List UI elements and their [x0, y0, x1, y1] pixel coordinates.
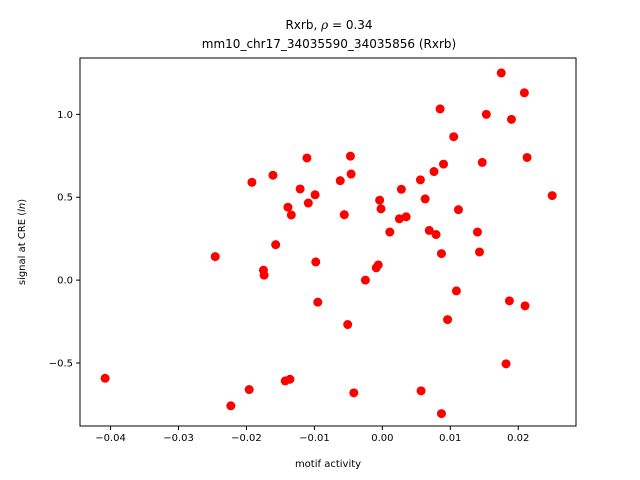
- data-point: [436, 409, 446, 419]
- data-point: [504, 296, 514, 306]
- data-point: [373, 260, 383, 270]
- y-tick-label: 0.5: [57, 193, 73, 204]
- data-point: [375, 195, 385, 205]
- data-point: [285, 374, 295, 384]
- data-point: [420, 194, 430, 204]
- data-point: [310, 190, 320, 200]
- data-point: [313, 297, 323, 307]
- data-point: [416, 386, 426, 396]
- data-point: [435, 104, 445, 114]
- data-point: [311, 257, 321, 267]
- data-point: [210, 252, 220, 262]
- data-point: [346, 169, 356, 179]
- y-tick-label: 1.0: [57, 110, 73, 121]
- data-point: [268, 170, 278, 180]
- data-point: [244, 385, 254, 395]
- data-point: [477, 157, 487, 167]
- data-point: [247, 177, 257, 187]
- y-axis-ticks: −0.5 0.0 0.5 1.0: [49, 110, 80, 370]
- data-point: [415, 175, 425, 185]
- data-point: [286, 210, 296, 220]
- data-point: [335, 176, 345, 186]
- data-point: [547, 191, 557, 201]
- axes-frame: [79, 57, 577, 427]
- data-point: [302, 153, 312, 163]
- data-point: [360, 275, 370, 285]
- y-tick-label: −0.5: [49, 359, 73, 370]
- x-tick-label: −0.01: [299, 433, 330, 444]
- data-point: [303, 198, 313, 208]
- data-point: [345, 151, 355, 161]
- data-point: [396, 184, 406, 194]
- data-point: [519, 88, 529, 98]
- y-tick-label: 0.0: [57, 276, 73, 287]
- data-point: [429, 167, 439, 177]
- data-point: [453, 205, 463, 215]
- data-point: [431, 230, 441, 240]
- data-point: [449, 132, 459, 142]
- data-point: [522, 152, 532, 162]
- x-tick-label: −0.04: [95, 433, 126, 444]
- data-point: [343, 320, 353, 330]
- data-point: [501, 359, 511, 369]
- data-point: [472, 227, 482, 237]
- chart-title-line1: Rxrb, ρ = 0.34: [285, 18, 372, 32]
- data-points: [100, 68, 557, 419]
- data-point: [439, 159, 449, 169]
- data-point: [436, 249, 446, 259]
- x-tick-label: 0.02: [507, 433, 529, 444]
- data-point: [376, 204, 386, 214]
- x-axis-ticks: −0.04 −0.03 −0.02 −0.01 0.00 0.01 0.02: [95, 426, 529, 444]
- data-point: [283, 202, 293, 212]
- x-tick-label: −0.02: [231, 433, 262, 444]
- x-tick-label: 0.01: [439, 433, 461, 444]
- data-point: [475, 247, 485, 257]
- data-point: [520, 301, 530, 311]
- chart-title-line2: mm10_chr17_34035590_34035856 (Rxrb): [202, 37, 456, 51]
- data-point: [443, 315, 453, 325]
- data-point: [394, 214, 404, 224]
- data-point: [401, 212, 411, 222]
- data-point: [424, 225, 434, 235]
- data-point: [496, 68, 506, 78]
- data-point: [100, 373, 110, 383]
- data-point: [339, 210, 349, 220]
- data-point: [226, 401, 236, 411]
- x-tick-label: 0.00: [371, 433, 393, 444]
- data-point: [481, 109, 491, 119]
- data-point: [451, 286, 461, 296]
- x-tick-label: −0.03: [163, 433, 194, 444]
- data-point: [385, 227, 395, 237]
- data-point: [349, 388, 359, 398]
- data-point: [506, 114, 516, 124]
- data-point: [259, 270, 269, 280]
- data-point: [271, 240, 281, 250]
- x-axis-label: motif activity: [295, 459, 361, 470]
- y-axis-label: signal at CRE (ln): [17, 199, 28, 285]
- data-point: [295, 184, 305, 194]
